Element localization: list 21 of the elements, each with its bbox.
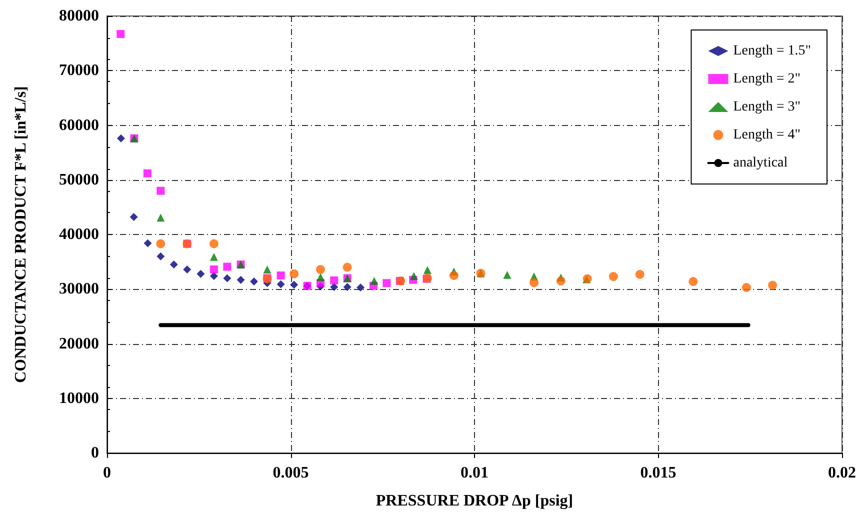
x-tick-label: 0.01: [460, 464, 488, 482]
y-tick-label: 70000: [59, 62, 99, 80]
y-tick-label: 20000: [59, 335, 99, 352]
y-tick-label: 50000: [59, 171, 99, 188]
x-tick-label: 0.005: [272, 464, 309, 482]
y-tick-label: 40000: [59, 226, 99, 243]
x-axis-title: PRESSURE DROP Δp [psig]: [376, 492, 574, 510]
x-tick-label: 0: [103, 464, 111, 482]
x-tick-label: 0.02: [828, 464, 856, 482]
y-tick-label: 60000: [59, 116, 99, 134]
legend-label: Length = 3": [733, 100, 800, 114]
legend-label: Length = 2": [733, 72, 800, 86]
legend-label: Length = 4": [733, 128, 800, 142]
y-tick-label: 10000: [59, 390, 99, 407]
legend-label: analytical: [733, 156, 788, 170]
legend-label: Length = 1.5": [733, 44, 811, 58]
y-axis-title: CONDUCTANCE PRODUCT F*L [in*L/s]: [12, 86, 30, 383]
y-tick-label: 30000: [59, 280, 99, 298]
y-tick-label: 80000: [59, 8, 99, 24]
y-tick-label: 0: [91, 444, 99, 462]
x-tick-label: 0.015: [640, 464, 676, 482]
